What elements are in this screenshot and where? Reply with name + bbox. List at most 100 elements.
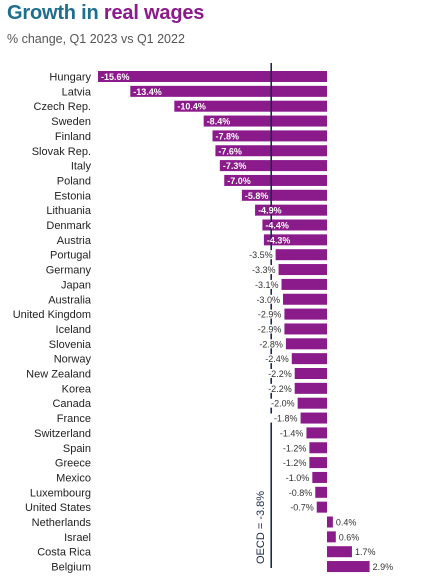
value-label: -4.4%	[265, 221, 289, 231]
bar	[174, 100, 327, 112]
bar	[275, 249, 327, 261]
category-label: United Kingdom	[13, 309, 91, 321]
bar	[291, 353, 327, 365]
bar	[281, 278, 327, 290]
value-label: -8.4%	[207, 117, 231, 127]
category-label: Mexico	[56, 472, 91, 484]
value-label: -2.9%	[258, 310, 282, 320]
category-label: Portugal	[50, 250, 91, 262]
bar	[284, 308, 327, 320]
bar	[219, 160, 327, 172]
bar	[306, 427, 327, 439]
reference-line-label: OECD = -3.8%	[255, 491, 267, 564]
bar	[98, 71, 327, 82]
value-label: -2.2%	[268, 369, 292, 379]
category-label: Czech Rep.	[34, 101, 91, 113]
bar	[297, 397, 327, 409]
category-label: Austria	[57, 235, 92, 247]
category-label: Denmark	[46, 220, 91, 232]
category-label: Hungary	[49, 72, 91, 84]
bar	[203, 115, 327, 127]
category-label: United States	[25, 502, 92, 514]
category-label: Slovak Rep.	[32, 146, 91, 158]
category-label: Korea	[62, 383, 92, 395]
value-label: -2.4%	[265, 354, 289, 364]
label-backing	[269, 398, 274, 408]
value-label: -1.2%	[283, 443, 307, 453]
bar	[315, 486, 327, 498]
value-label: -1.2%	[283, 458, 307, 468]
bar	[327, 531, 336, 543]
value-label: 2.9%	[373, 562, 394, 572]
value-label: -3.1%	[255, 280, 279, 290]
category-label: Sweden	[51, 116, 91, 128]
category-label: Greece	[55, 458, 91, 470]
value-label: -7.8%	[216, 131, 240, 141]
label-backing	[269, 369, 274, 378]
bar	[309, 457, 327, 469]
bar	[327, 516, 333, 528]
bar	[255, 204, 327, 216]
category-label: Estonia	[54, 190, 92, 202]
value-label: -2.0%	[271, 399, 295, 409]
bar	[282, 293, 327, 305]
category-label: Latvia	[62, 86, 92, 98]
label-backing	[269, 265, 274, 275]
category-label: Costa Rica	[37, 547, 92, 559]
label-backing	[269, 413, 274, 423]
bar	[262, 219, 327, 231]
bar	[130, 85, 327, 97]
value-label: -7.3%	[223, 161, 247, 171]
bar	[300, 412, 327, 424]
category-label: Finland	[55, 131, 91, 143]
value-label: -15.6%	[101, 72, 130, 82]
bar	[309, 442, 327, 454]
bar	[241, 189, 327, 201]
category-label: Italy	[71, 161, 92, 173]
category-label: Poland	[57, 175, 91, 187]
value-label: -2.8%	[259, 339, 283, 349]
value-label: -1.4%	[280, 428, 304, 438]
bar	[327, 561, 370, 573]
value-label: -0.7%	[290, 503, 314, 513]
bar	[294, 368, 327, 379]
bar	[263, 234, 327, 246]
label-backing	[269, 294, 274, 304]
category-label: Iceland	[56, 324, 91, 336]
value-label: -7.6%	[218, 146, 242, 156]
bar	[212, 130, 327, 142]
value-label: -3.0%	[256, 295, 280, 305]
bar	[224, 174, 327, 186]
bar	[294, 382, 327, 394]
bar	[327, 546, 352, 558]
label-backing	[269, 279, 274, 289]
category-label: Slovenia	[49, 339, 92, 351]
category-label: Israel	[64, 532, 91, 544]
value-label: -10.4%	[177, 102, 206, 112]
value-label: -3.5%	[249, 250, 273, 260]
chart-subtitle: % change, Q1 2023 vs Q1 2022	[7, 32, 185, 46]
category-label: Australia	[48, 294, 92, 306]
title-part-1: Growth in	[7, 2, 99, 24]
bar	[316, 501, 327, 513]
value-label: -2.2%	[268, 384, 292, 394]
category-label: Belgium	[51, 562, 91, 574]
value-label: 0.4%	[336, 518, 357, 528]
bar	[284, 323, 327, 335]
category-label: Norway	[54, 354, 92, 366]
value-label: -13.4%	[133, 87, 162, 97]
value-label: -2.9%	[258, 324, 282, 334]
label-backing	[269, 250, 274, 260]
title-part-2: real wages	[103, 2, 205, 24]
value-label: -7.0%	[227, 176, 251, 186]
category-label: Lithuania	[46, 205, 92, 217]
category-label: Canada	[52, 398, 91, 410]
value-label: -4.9%	[258, 206, 282, 216]
category-label: Netherlands	[32, 517, 92, 529]
value-label: -1.0%	[286, 473, 310, 483]
label-backing	[269, 324, 274, 334]
value-label: -1.8%	[274, 414, 298, 424]
value-label: -3.3%	[252, 265, 276, 275]
value-label: 1.7%	[355, 547, 376, 557]
